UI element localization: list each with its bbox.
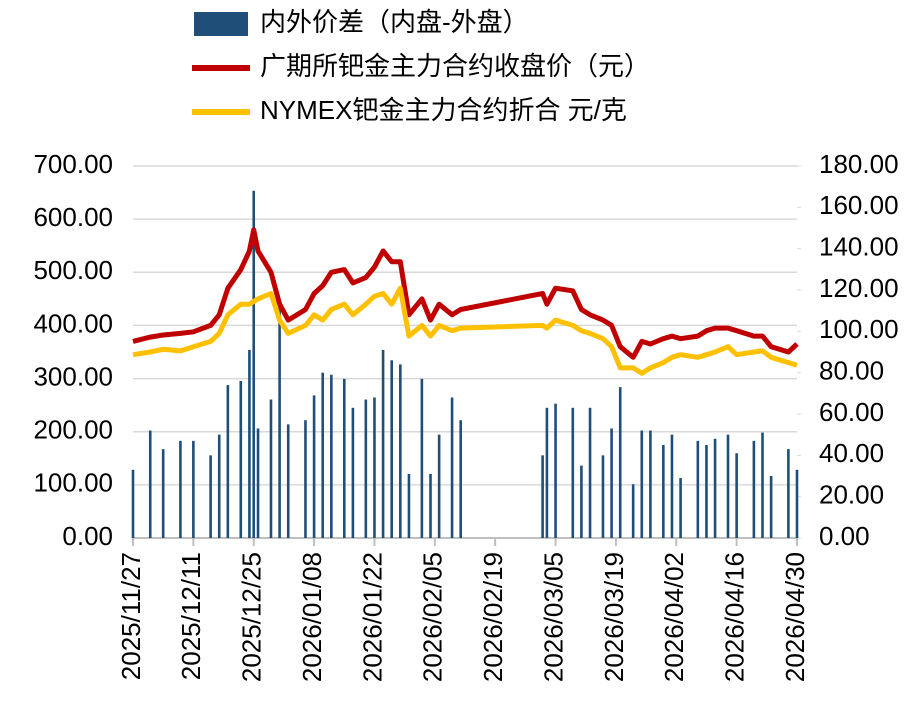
line bbox=[132, 227, 799, 360]
legend-label: 内外价差（内盘-外盘） bbox=[260, 7, 529, 37]
x-tick-label: 2026/01/22 bbox=[357, 552, 387, 682]
bar bbox=[554, 403, 557, 538]
y2-tick-label: 180.00 bbox=[819, 149, 899, 179]
bar bbox=[769, 476, 773, 538]
bar bbox=[705, 445, 708, 538]
bar bbox=[726, 434, 730, 538]
y2-tick-label: 120.00 bbox=[819, 273, 899, 303]
x-tick-label: 2026/04/02 bbox=[659, 552, 689, 682]
bar bbox=[330, 374, 333, 538]
bar bbox=[420, 378, 424, 538]
bar bbox=[342, 378, 346, 538]
x-tick-label: 2025/12/11 bbox=[176, 552, 206, 680]
y2-tick-label: 80.00 bbox=[819, 356, 884, 386]
bar bbox=[239, 380, 243, 538]
bar bbox=[588, 407, 592, 538]
bar bbox=[407, 473, 411, 538]
bar bbox=[545, 407, 549, 538]
y2-tick-label: 100.00 bbox=[819, 314, 899, 344]
y2-tick-label: 60.00 bbox=[819, 397, 884, 427]
bar bbox=[256, 428, 260, 538]
bar bbox=[351, 407, 355, 538]
y-tick-label: 500.00 bbox=[33, 255, 113, 285]
x-tick-label: 2026/03/05 bbox=[538, 552, 568, 682]
bar bbox=[631, 484, 635, 538]
bar bbox=[713, 438, 717, 538]
bar bbox=[217, 434, 221, 538]
bar bbox=[304, 420, 307, 538]
bar bbox=[192, 440, 195, 538]
bar bbox=[571, 407, 575, 538]
bar bbox=[541, 455, 544, 538]
x-tick-label: 2025/12/25 bbox=[237, 552, 267, 682]
bar bbox=[450, 397, 454, 538]
bar bbox=[761, 432, 764, 538]
bar bbox=[679, 478, 682, 538]
bar bbox=[429, 473, 432, 538]
y2-tick-label: 40.00 bbox=[819, 438, 884, 468]
bar bbox=[437, 434, 441, 538]
y-tick-label: 700.00 bbox=[33, 149, 113, 179]
legend-label: NYMEX钯金主力合约折合 元/克 bbox=[260, 95, 627, 125]
bar bbox=[601, 455, 605, 538]
line bbox=[132, 285, 798, 376]
y2-tick-label: 140.00 bbox=[819, 232, 899, 262]
bar bbox=[278, 304, 281, 538]
bar bbox=[373, 397, 376, 538]
bar bbox=[381, 349, 385, 538]
legend-swatch bbox=[194, 12, 248, 36]
x-tick-label: 2025/11/27 bbox=[116, 552, 146, 680]
bar bbox=[662, 445, 665, 538]
bar bbox=[649, 430, 652, 538]
bar bbox=[795, 469, 799, 538]
bar bbox=[610, 428, 613, 538]
bar bbox=[364, 399, 368, 538]
y2-tick-label: 0.00 bbox=[819, 521, 870, 551]
y-tick-label: 300.00 bbox=[33, 361, 113, 391]
bar bbox=[148, 430, 152, 538]
bar bbox=[399, 364, 402, 538]
bar bbox=[248, 349, 251, 538]
bar bbox=[131, 469, 135, 538]
x-tick-label: 2026/04/30 bbox=[780, 552, 810, 682]
bar bbox=[735, 453, 738, 538]
bar bbox=[640, 430, 644, 538]
x-tick-label: 2026/04/16 bbox=[720, 552, 750, 682]
x-tick-label: 2026/02/05 bbox=[418, 552, 448, 682]
legend-label: 广期所钯金主力合约收盘价（元） bbox=[260, 51, 650, 81]
y-tick-label: 200.00 bbox=[33, 415, 113, 445]
bar bbox=[209, 455, 212, 538]
bar bbox=[252, 190, 256, 539]
bar bbox=[226, 385, 230, 538]
bar bbox=[312, 395, 316, 538]
bar bbox=[179, 440, 182, 538]
y-tick-label: 100.00 bbox=[33, 468, 113, 498]
bar bbox=[670, 434, 674, 538]
y-tick-label: 400.00 bbox=[33, 308, 113, 338]
y2-tick-label: 160.00 bbox=[819, 190, 899, 220]
bar bbox=[269, 399, 273, 538]
bar bbox=[286, 424, 290, 538]
bar bbox=[580, 465, 583, 538]
bar bbox=[752, 440, 756, 538]
bar bbox=[696, 440, 700, 538]
bar bbox=[618, 387, 622, 538]
bar bbox=[787, 449, 790, 538]
x-tick-label: 2026/03/19 bbox=[599, 552, 629, 682]
bar bbox=[459, 420, 462, 538]
y2-tick-label: 20.00 bbox=[819, 480, 884, 510]
x-tick-label: 2026/02/19 bbox=[478, 552, 508, 682]
bar bbox=[321, 372, 325, 538]
bar bbox=[390, 360, 394, 538]
y-tick-label: 600.00 bbox=[33, 202, 113, 232]
bar bbox=[161, 449, 165, 538]
x-tick-label: 2026/01/08 bbox=[297, 552, 327, 682]
y-tick-label: 0.00 bbox=[62, 521, 113, 551]
